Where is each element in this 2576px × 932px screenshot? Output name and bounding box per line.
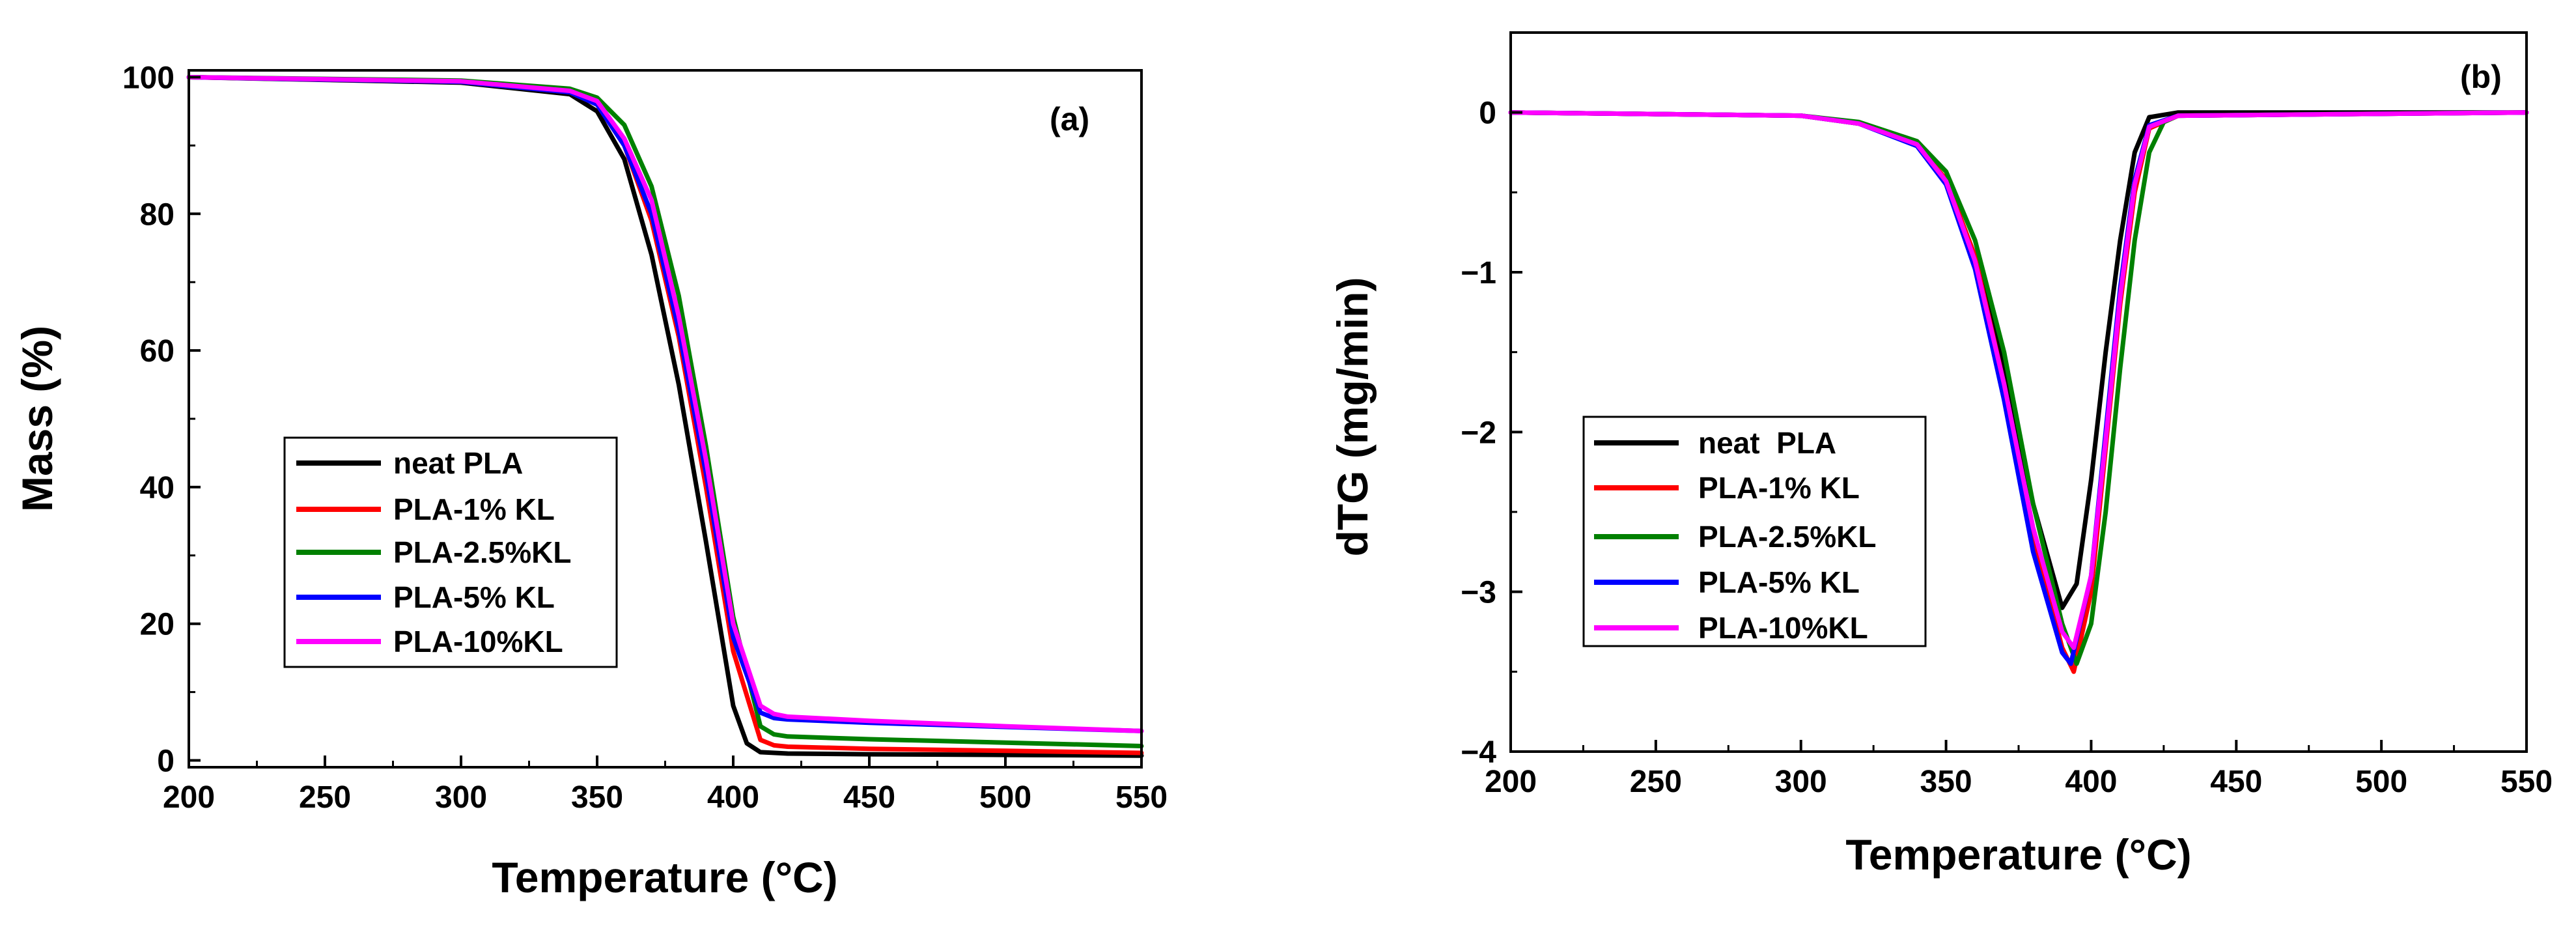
panel-a-series-2-line — [186, 75, 1144, 748]
panel-a-legend-label-0: neat PLA — [393, 446, 523, 480]
panel-a-y-tick-label-1: 20 — [140, 608, 175, 642]
panel-a-series-0-line — [186, 75, 1144, 758]
panel-a-legend-label-2: PLA-2.5%KL — [393, 535, 571, 569]
panel-b-y-tick-label-4: −4 — [1461, 735, 1496, 770]
panel-b-x-axis-title: Temperature (°C) — [1845, 830, 2191, 879]
panel-b-y-ticks: 0 −1 −2 −3 −4 — [1461, 96, 1522, 770]
panel-b-series-4-line — [1508, 110, 2529, 650]
panel-b-legend-label-4: PLA-10%KL — [1698, 611, 1868, 645]
panel-b-x-tick-label-1: 250 — [1630, 765, 1682, 799]
panel-b-x-ticks: 200 250 300 350 400 450 500 550 — [1485, 740, 2553, 799]
panel-b-x-tick-label-0: 200 — [1485, 765, 1537, 799]
panel-b-y-tick-label-2: −2 — [1461, 416, 1496, 450]
panel-b-x-tick-label-5: 450 — [2210, 765, 2262, 799]
panel-b-legend-box — [1582, 416, 1927, 647]
panel-a-x-axis-title: Temperature (°C) — [492, 853, 837, 901]
panel-b-tag: (b) — [2460, 59, 2502, 95]
panel-b-y-tick-label-1: −1 — [1461, 256, 1496, 290]
panel-b-series-group — [1508, 110, 2529, 674]
panel-b-y-tick-label-3: −3 — [1461, 576, 1496, 610]
panel-a-y-tick-label-0: 0 — [157, 744, 175, 779]
panel-a-x-tick-label-6: 500 — [979, 780, 1031, 815]
panel-a-x-tick-label-5: 450 — [843, 780, 895, 815]
panel-a-legend-label-3: PLA-5% KL — [393, 580, 555, 614]
panel-b-legend: neat PLA PLA-1% KL PLA-2.5%KL PLA-5% KL … — [1582, 416, 1927, 647]
panel-b-x-tick-label-2: 300 — [1775, 765, 1827, 799]
panel-a-tag: (a) — [1050, 101, 1089, 137]
panel-a-y-tick-label-2: 40 — [140, 471, 175, 505]
panel-a-legend-label-1: PLA-1% KL — [393, 492, 555, 526]
panel-b-x-tick-label-7: 550 — [2500, 765, 2553, 799]
panel-a-x-ticks: 200 250 300 350 400 450 500 550 — [163, 755, 1168, 815]
panel-a-legend-label-4: PLA-10%KL — [393, 625, 563, 658]
panel-a-x-tick-label-3: 350 — [571, 780, 623, 815]
panel-a-y-tick-label-3: 60 — [140, 334, 175, 369]
panel-b: 200 250 300 350 400 450 500 550 0 −1 −2 −3 −4 (b) T… — [1328, 31, 2553, 879]
panel-b-legend-label-2: PLA-2.5%KL — [1698, 520, 1876, 554]
panel-a-y-tick-label-5: 100 — [122, 61, 175, 95]
panel-a-x-tick-label-2: 300 — [435, 780, 487, 815]
panel-a-x-tick-label-1: 250 — [299, 780, 351, 815]
panel-b-legend-label-0: neat PLA — [1698, 426, 1836, 460]
panel-b-x-tick-label-3: 350 — [1920, 765, 1972, 799]
panel-a-x-tick-label-0: 200 — [163, 780, 215, 815]
panel-a-y-tick-label-4: 80 — [140, 197, 175, 232]
panel-b-legend-label-3: PLA-5% KL — [1698, 565, 1860, 599]
panel-b-y-axis-title: dTG (mg/min) — [1328, 277, 1377, 557]
panel-a: 200 250 300 350 400 450 500 550 0 20 40 60 80 100 (a… — [13, 61, 1168, 901]
panel-b-y-tick-label-0: 0 — [1479, 96, 1496, 131]
panel-a-legend: neat PLA PLA-1% KL PLA-2.5%KL PLA-5% KL … — [283, 436, 618, 668]
panel-a-y-ticks: 0 20 40 60 80 100 — [122, 61, 201, 779]
panel-a-x-tick-label-4: 400 — [707, 780, 759, 815]
panel-b-legend-label-1: PLA-1% KL — [1698, 471, 1860, 505]
panel-a-x-tick-label-7: 550 — [1115, 780, 1168, 815]
panel-a-series-group — [186, 75, 1144, 758]
panel-b-x-tick-label-4: 400 — [2065, 765, 2117, 799]
panel-a-series-4-line — [186, 75, 1144, 733]
panel-b-x-tick-label-6: 500 — [2355, 765, 2407, 799]
panel-a-y-axis-title: Mass (%) — [13, 326, 61, 512]
